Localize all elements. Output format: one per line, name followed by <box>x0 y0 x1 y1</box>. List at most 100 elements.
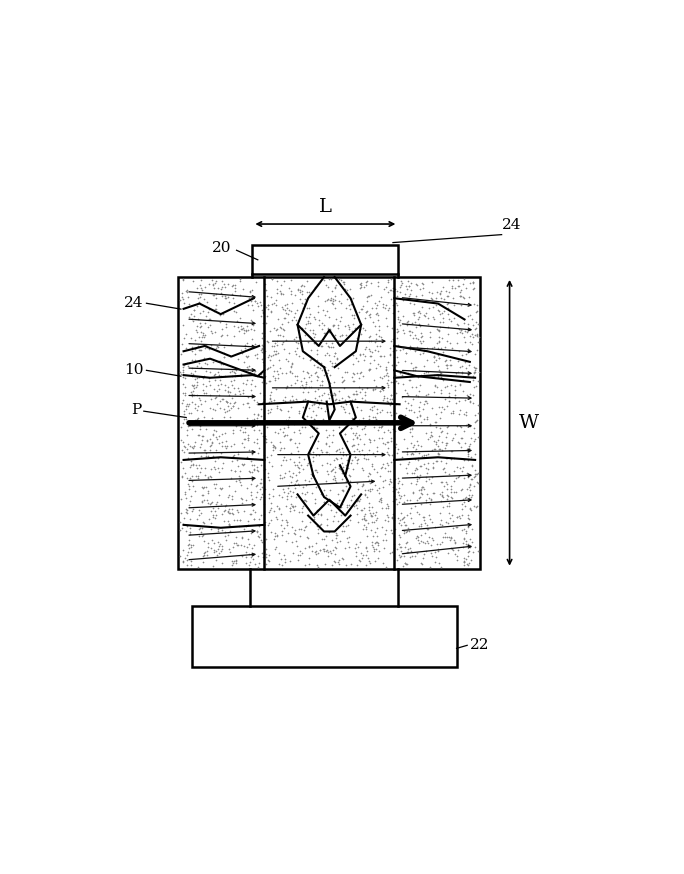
Point <box>248 303 259 317</box>
Point <box>358 501 369 515</box>
Point <box>380 360 391 374</box>
Point <box>412 545 423 559</box>
Point <box>304 551 315 565</box>
Point <box>182 398 193 412</box>
Point <box>306 343 317 357</box>
Point <box>328 318 339 332</box>
Point <box>431 291 442 305</box>
Point <box>404 550 415 564</box>
Point <box>286 446 297 460</box>
Point <box>255 508 266 522</box>
Point <box>248 392 259 406</box>
Point <box>354 325 365 339</box>
Point <box>224 518 235 532</box>
Point <box>430 406 441 420</box>
Point <box>353 482 364 496</box>
Point <box>434 365 445 379</box>
Point <box>235 513 246 527</box>
Point <box>417 329 428 343</box>
Point <box>246 465 257 479</box>
Point <box>336 524 347 538</box>
Point <box>240 425 251 439</box>
Point <box>244 464 254 478</box>
Point <box>436 488 447 502</box>
Point <box>230 537 241 551</box>
Point <box>266 525 277 539</box>
Point <box>358 421 369 435</box>
Point <box>252 549 263 563</box>
Point <box>412 410 423 424</box>
Point <box>293 416 304 430</box>
Point <box>374 486 385 500</box>
Point <box>207 435 218 449</box>
Point <box>352 330 363 344</box>
Point <box>195 306 206 320</box>
Point <box>205 388 215 402</box>
Point <box>325 368 336 382</box>
Point <box>291 347 302 361</box>
Point <box>237 530 248 544</box>
Point <box>192 411 203 425</box>
Point <box>275 518 286 532</box>
Point <box>401 315 412 329</box>
Point <box>239 341 250 355</box>
Point <box>371 535 382 549</box>
Point <box>373 544 384 558</box>
Point <box>293 406 304 420</box>
Point <box>185 307 196 321</box>
Point <box>436 475 447 489</box>
Point <box>258 395 269 409</box>
Point <box>316 323 327 336</box>
Point <box>289 527 300 541</box>
Point <box>224 517 235 531</box>
Point <box>357 477 368 491</box>
Point <box>392 350 403 364</box>
Point <box>182 558 193 572</box>
Point <box>393 485 404 499</box>
Point <box>426 401 437 415</box>
Point <box>267 339 278 353</box>
Point <box>337 328 347 342</box>
Point <box>196 449 207 463</box>
Point <box>293 454 304 468</box>
Point <box>417 480 428 494</box>
Point <box>281 380 292 394</box>
Point <box>336 310 347 324</box>
Point <box>414 310 425 324</box>
Point <box>276 366 287 380</box>
Point <box>326 272 337 286</box>
Point <box>382 373 393 387</box>
Point <box>351 549 362 563</box>
Point <box>462 453 473 467</box>
Point <box>265 402 276 416</box>
Point <box>307 545 318 558</box>
Point <box>431 434 442 448</box>
Point <box>338 274 349 288</box>
Point <box>195 343 206 357</box>
Point <box>326 545 337 559</box>
Point <box>190 352 201 366</box>
Point <box>462 325 473 339</box>
Point <box>330 302 341 316</box>
Point <box>435 420 446 434</box>
Point <box>378 282 389 296</box>
Point <box>181 399 192 413</box>
Point <box>295 279 306 293</box>
Point <box>420 393 431 407</box>
Point <box>440 436 451 450</box>
Point <box>269 531 280 545</box>
Point <box>454 511 465 525</box>
Point <box>398 515 409 529</box>
Point <box>462 511 473 525</box>
Point <box>352 366 363 380</box>
Point <box>367 400 378 414</box>
Point <box>261 288 272 302</box>
Point <box>194 330 205 344</box>
Point <box>293 461 304 475</box>
Point <box>410 360 421 374</box>
Point <box>181 552 192 566</box>
Point <box>400 383 411 397</box>
Point <box>192 468 203 482</box>
Point <box>196 319 207 333</box>
Point <box>312 347 323 361</box>
